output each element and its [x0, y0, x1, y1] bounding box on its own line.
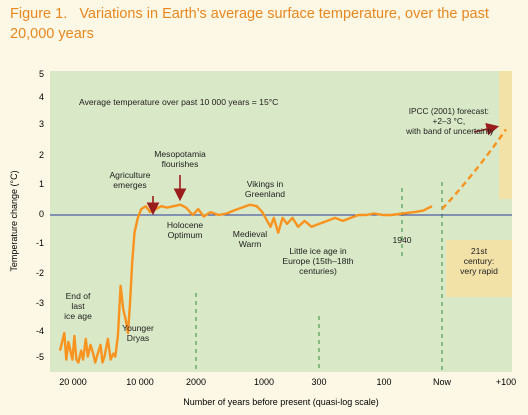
y-tick-label: 5 [39, 69, 44, 79]
annotation-line: Mesopotamia [154, 149, 206, 159]
y-tick-label: -5 [36, 352, 44, 362]
x-tick-label: 20 000 [59, 377, 87, 387]
annotation-line: Little ice age in [289, 246, 347, 256]
x-tick-label: Now [433, 377, 452, 387]
annotation-line: last [71, 301, 85, 311]
x-tick-label: 2000 [186, 377, 206, 387]
x-axis: 20 000 10 000 2000 1000 300 100 Now +100… [59, 377, 516, 407]
y-axis-label: Temperature change (°C) [9, 170, 19, 271]
x-tick-label: 10 000 [126, 377, 154, 387]
annotation-line: Younger [122, 323, 154, 333]
annotation-line: Europe (15th–18th [282, 256, 353, 266]
forecast-note: IPCC (2001) forecast: +2–3 °C, with band… [405, 106, 494, 136]
figure-title: Figure 1. Variations in Earth's average … [10, 4, 510, 44]
agriculture-note: Agriculture emerges [109, 170, 150, 190]
annotation-line: Warm [239, 239, 262, 249]
x-tick-label: 300 [311, 377, 326, 387]
y-tick-label: -1 [36, 238, 44, 248]
annotation-line: Agriculture [109, 170, 150, 180]
vikings-note: Vikings in Greenland [245, 179, 285, 199]
medieval-note: Medieval Warm [233, 229, 267, 249]
annotation-line: ice age [64, 311, 92, 321]
temperature-curve [58, 203, 433, 364]
x-tick-label: 100 [376, 377, 391, 387]
annotation-line: 21st [471, 246, 488, 256]
future-band [499, 71, 512, 199]
annotation-line: Greenland [245, 189, 285, 199]
end-ice-age-note: End of last ice age [64, 291, 92, 321]
century21-note: 21st century: very rapid [460, 246, 498, 276]
annotation-line: IPCC (2001) forecast: [409, 106, 489, 116]
y-tick-label: -2 [36, 268, 44, 278]
year-1940-label: 1940 [392, 235, 411, 245]
annotation-line: End of [66, 291, 91, 301]
annotation-line: century: [464, 256, 495, 266]
mesopotamia-note: Mesopotamia flourishes [154, 149, 206, 169]
forecast-curve [441, 128, 507, 210]
y-tick-label: 2 [39, 150, 44, 160]
annotation-line: Medieval [233, 229, 267, 239]
holocene-note: Holocene Optimum [167, 220, 204, 240]
y-tick-label: 3 [39, 119, 44, 129]
x-axis-label: Number of years before present (quasi-lo… [183, 397, 379, 407]
figure-label: Figure 1. [10, 6, 68, 22]
x-tick-label: 1000 [254, 377, 274, 387]
younger-dryas-note: Younger Dryas [122, 323, 154, 343]
y-axis: 5 4 3 2 1 0 -1 -2 -3 -4 -5 Temperature c… [9, 69, 44, 362]
annotation-line: with band of uncertainty [405, 126, 494, 136]
arrow-forecast [473, 122, 500, 136]
little-ice-age-note: Little ice age in Europe (15th–18th centur… [282, 246, 353, 276]
y-tick-label: 0 [39, 209, 44, 219]
annotation-line: very rapid [460, 266, 498, 276]
x-tick-label: +100 [496, 377, 516, 387]
annotations: Average temperature over past 10 000 yea… [64, 97, 498, 343]
annotation-line: Dryas [127, 333, 149, 343]
y-tick-label: -4 [36, 326, 44, 336]
figure-title-text: Variations in Earth's average surface te… [10, 6, 489, 42]
y-tick-label: 4 [39, 92, 44, 102]
average-note: Average temperature over past 10 000 yea… [79, 97, 278, 107]
annotation-line: Vikings in [247, 179, 284, 189]
century21-box [446, 240, 512, 297]
annotation-line: centuries) [299, 266, 337, 276]
annotation-line: emerges [113, 180, 146, 190]
annotation-line: Optimum [168, 230, 203, 240]
y-tick-label: -3 [36, 298, 44, 308]
annotation-line: +2–3 °C, [433, 116, 466, 126]
annotation-line: Holocene [167, 220, 204, 230]
y-tick-label: 1 [39, 179, 44, 189]
annotation-line: flourishes [162, 159, 199, 169]
